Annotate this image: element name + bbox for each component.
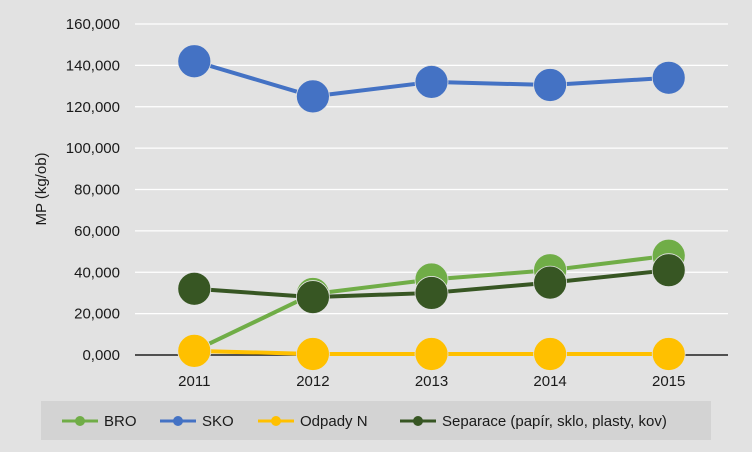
y-tick-label: 0,000: [82, 347, 120, 364]
gridlines: [135, 23, 728, 315]
series-1: [177, 44, 686, 114]
x-tick-label: 2011: [178, 373, 210, 390]
data-point: [533, 265, 567, 300]
data-point: [414, 276, 449, 310]
y-tick-label: 80,000: [74, 182, 120, 199]
x-tick-label: 2015: [652, 373, 685, 390]
data-point: [651, 337, 686, 371]
series-2: [177, 333, 686, 371]
legend-label: Odpady N: [300, 413, 368, 430]
legend-marker: [173, 416, 183, 426]
y-tick-label: 140,000: [66, 57, 120, 74]
data-point: [295, 280, 330, 314]
tick-labels: 0,000 20,000 40,000 60,000 80,000 100,000 120,…: [66, 16, 686, 390]
legend: BRO SKO Odpady N Separace (papír, sklo, pla…: [41, 401, 711, 440]
legend-label: BRO: [104, 413, 137, 430]
y-axis-title: MP (kg/ob): [33, 152, 50, 225]
legend-marker: [271, 416, 281, 426]
y-tick-label: 40,000: [74, 264, 120, 281]
y-tick-label: 60,000: [74, 223, 120, 240]
y-tick-label: 160,000: [66, 16, 120, 33]
data-point: [177, 44, 212, 79]
legend-label: Separace (papír, sklo, plasty, kov): [442, 413, 667, 430]
data-point: [295, 79, 330, 114]
x-tick-label: 2013: [415, 373, 448, 390]
legend-marker: [413, 416, 423, 426]
legend-label: SKO: [202, 413, 234, 430]
data-point: [651, 60, 686, 95]
data-point: [177, 271, 212, 306]
legend-box: [41, 401, 711, 440]
y-tick-label: 120,000: [66, 99, 120, 116]
data-point: [295, 337, 330, 371]
series: [177, 44, 686, 371]
y-tick-label: 100,000: [66, 140, 120, 157]
data-point: [651, 253, 686, 288]
data-point: [414, 65, 449, 99]
x-tick-label: 2012: [296, 373, 329, 390]
legend-marker: [75, 416, 85, 426]
series-3: [177, 253, 686, 314]
data-point: [533, 68, 567, 102]
x-tick-label: 2014: [533, 373, 566, 390]
data-point: [533, 337, 567, 371]
data-point: [177, 333, 212, 368]
data-point: [414, 337, 449, 371]
y-tick-label: 20,000: [74, 306, 120, 323]
